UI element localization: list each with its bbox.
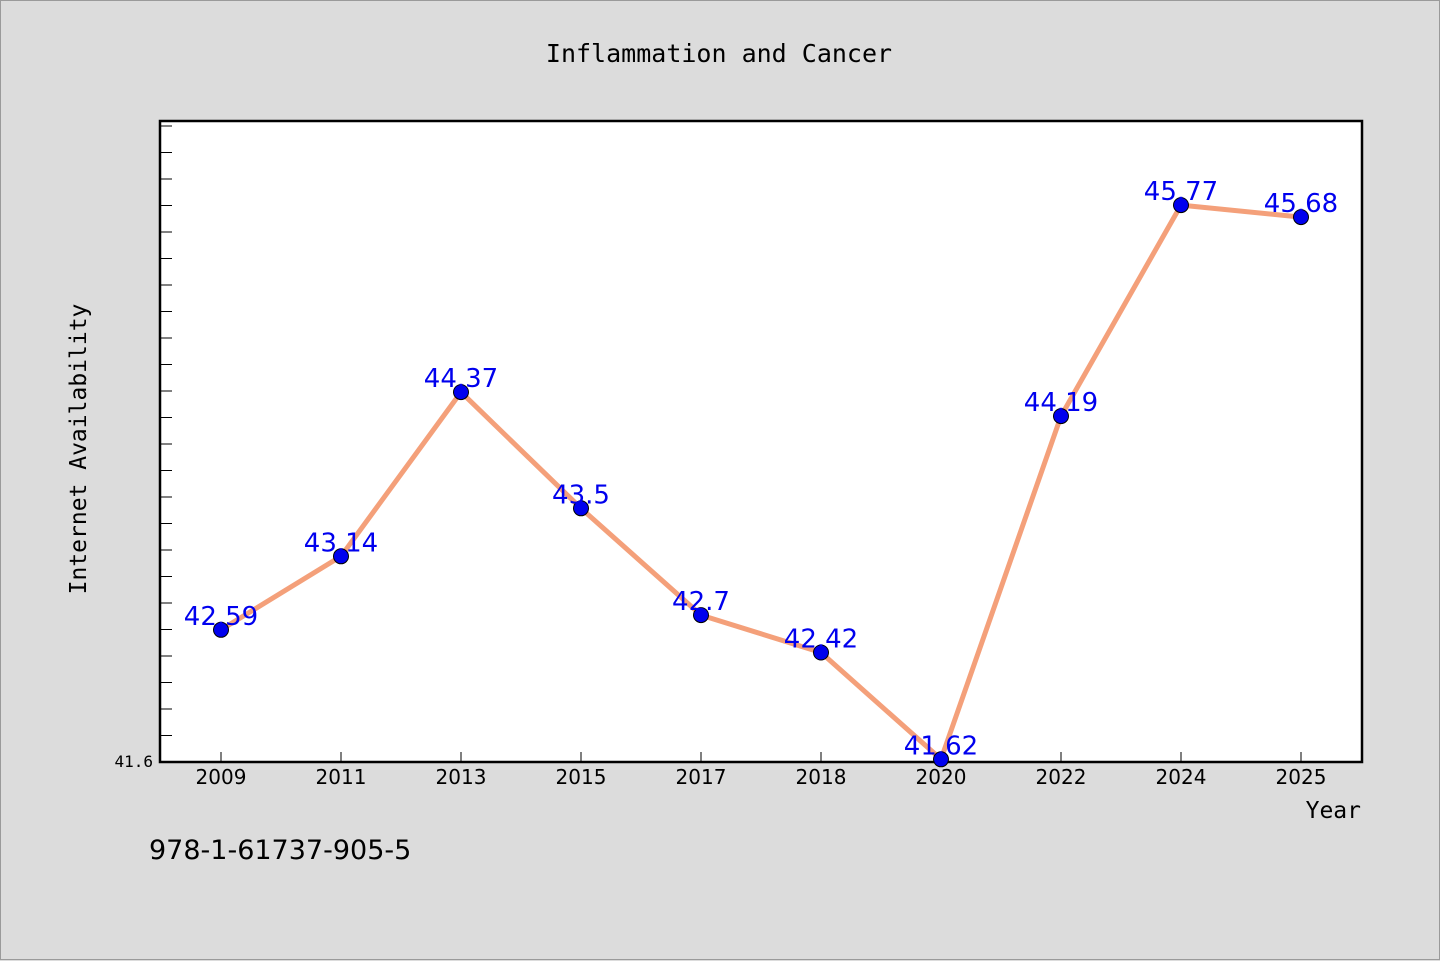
chart-title: Inflammation and Cancer [546,39,892,68]
data-label: 45.68 [1264,189,1338,219]
data-point [693,607,709,624]
data-label: 42.42 [784,625,858,655]
x-tick-label: 2022 [1036,765,1087,789]
x-tick-label: 2018 [796,765,847,789]
data-labels: 42.59 43.14 44.37 43.5 42.7 42.42 41.62 44.19 45… [184,177,1338,761]
data-markers [213,197,1309,768]
data-label: 44.19 [1024,388,1098,418]
data-point [573,500,589,517]
x-tick-label: 2024 [1156,765,1207,789]
data-label: 45.77 [1144,177,1218,207]
x-tick-label: 2017 [676,765,727,789]
x-tick-label: 2013 [436,765,487,789]
x-tick-label: 2011 [316,765,367,789]
data-label: 43.14 [304,528,378,558]
x-tick-label: 2009 [196,765,247,789]
footer-code: 978-1-61737-905-5 [149,835,412,866]
data-label: 44.37 [424,364,498,394]
x-axis-ticks [220,752,1302,762]
plot-area [158,119,1364,764]
data-label: 42.59 [184,602,258,632]
data-point [933,751,949,768]
y-axis-ticks [160,125,172,763]
series-line [219,202,1302,762]
data-point [213,621,229,638]
data-point [333,548,349,565]
x-axis-label: Year [1306,798,1361,824]
x-tick-labels: 2009 2011 2013 2015 2017 2018 2020 2022 2024 2025 [196,765,1327,789]
data-point [1173,197,1189,214]
y-tick-label: 41.6 [114,752,153,771]
data-point [1053,408,1069,425]
data-label: 42.7 [672,587,730,617]
data-point [453,384,469,401]
data-point [813,644,829,661]
data-point [1293,209,1309,226]
data-label: 41.62 [904,731,978,761]
x-tick-label: 2025 [1276,765,1327,789]
x-tick-label: 2020 [916,765,967,789]
data-label: 43.5 [552,480,610,510]
x-tick-label: 2015 [556,765,607,789]
y-axis-label: Internet Availability [66,304,92,595]
